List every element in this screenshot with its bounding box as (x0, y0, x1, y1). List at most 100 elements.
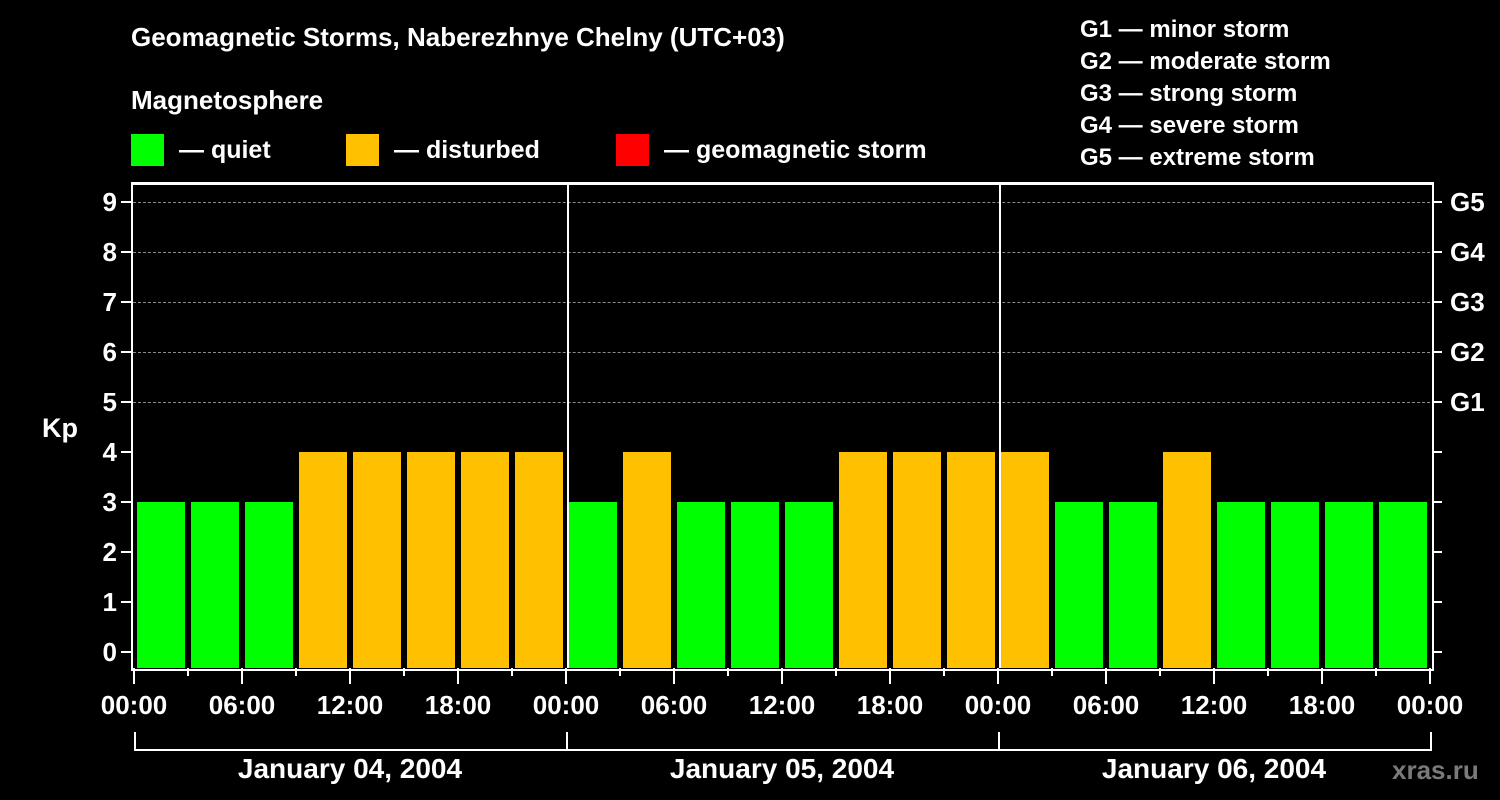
y-tick (121, 501, 131, 503)
y-tick-label: 6 (102, 337, 117, 367)
day-label: January 06, 2004 (1101, 753, 1327, 784)
y-tick-label: 8 (102, 237, 117, 267)
x-tick (133, 668, 135, 684)
x-tick-label: 18:00 (424, 690, 492, 720)
x-tick (781, 668, 783, 684)
g-scale-legend: G1 — minor storm G2 — moderate storm G3 … (1080, 14, 1331, 174)
x-tick (835, 668, 837, 676)
x-tick (403, 668, 405, 676)
right-tick (1433, 451, 1442, 453)
right-tick (1433, 351, 1442, 353)
day-divider (567, 182, 569, 668)
x-tick (727, 668, 729, 676)
x-tick-label: 18:00 (1288, 690, 1356, 720)
g-scale-item: G4 — severe storm (1080, 112, 1299, 139)
legend-disturbed: — disturbed (346, 133, 540, 167)
x-tick (619, 668, 621, 676)
g-scale-tick-label: G2 (1450, 337, 1485, 367)
kp-bar (191, 502, 239, 668)
y-axis-label: Kp (42, 413, 78, 443)
kp-bar (1109, 502, 1157, 668)
x-tick-label: 00:00 (1396, 690, 1464, 720)
x-tick (1375, 668, 1377, 676)
kp-bar (407, 452, 455, 668)
x-tick (1105, 668, 1107, 684)
y-tick-label: 5 (102, 387, 117, 417)
kp-bar (1001, 452, 1049, 668)
g-scale-tick-label: G4 (1450, 237, 1485, 267)
y-tick-label: 1 (102, 587, 117, 617)
g-scale-tick-label: G5 (1450, 187, 1485, 217)
kp-bar (623, 452, 671, 668)
day-bracket (566, 732, 1000, 751)
x-tick (943, 668, 945, 676)
legend-storm: — geomagnetic storm (616, 133, 927, 167)
x-tick-label: 06:00 (208, 690, 276, 720)
y-tick (121, 301, 131, 303)
right-tick (1433, 301, 1442, 303)
right-tick (1433, 401, 1442, 403)
x-tick-label: 12:00 (748, 690, 816, 720)
kp-bar (1055, 502, 1103, 668)
grid-line (133, 352, 1430, 353)
day-bracket-end (1430, 732, 1432, 751)
y-tick (121, 251, 131, 253)
kp-bar (137, 502, 185, 668)
y-tick (121, 201, 131, 203)
grid-line (133, 252, 1430, 253)
kp-bar (299, 452, 347, 668)
x-tick (673, 668, 675, 684)
right-tick (1433, 501, 1442, 503)
y-tick-label: 9 (102, 187, 117, 217)
x-tick (889, 668, 891, 684)
kp-bar (245, 502, 293, 668)
x-tick (295, 668, 297, 676)
legend-swatch-quiet (131, 134, 164, 166)
kp-bar (1217, 502, 1265, 668)
g-scale-tick-label: G1 (1450, 387, 1485, 417)
y-tick (121, 351, 131, 353)
legend-swatch-storm (616, 134, 649, 166)
x-tick (1159, 668, 1161, 676)
y-tick-label: 3 (102, 487, 117, 517)
kp-bar (1379, 502, 1427, 668)
x-tick (457, 668, 459, 684)
y-tick-label: 0 (102, 637, 117, 667)
g-scale-item: G2 — moderate storm (1080, 48, 1331, 75)
kp-bar (461, 452, 509, 668)
kp-bar (1325, 502, 1373, 668)
y-tick (121, 651, 131, 653)
g-scale-tick-label: G3 (1450, 287, 1485, 317)
x-tick (511, 668, 513, 676)
kp-bar (569, 502, 617, 668)
x-tick-label: 00:00 (964, 690, 1032, 720)
x-tick (1051, 668, 1053, 676)
y-tick (121, 601, 131, 603)
x-tick (187, 668, 189, 676)
x-tick-label: 12:00 (1180, 690, 1248, 720)
y-tick-label: 7 (102, 287, 117, 317)
right-tick (1433, 651, 1442, 653)
kp-bar (1163, 452, 1211, 668)
legend-swatch-disturbed (346, 134, 379, 166)
x-tick (241, 668, 243, 684)
kp-bar (515, 452, 563, 668)
kp-bar (1271, 502, 1319, 668)
right-tick (1433, 601, 1442, 603)
y-tick (121, 551, 131, 553)
chart-title: Geomagnetic Storms, Naberezhnye Chelny (… (131, 22, 785, 52)
x-tick-label: 00:00 (532, 690, 600, 720)
g-scale-item: G1 — minor storm (1080, 16, 1290, 43)
kp-bar (353, 452, 401, 668)
x-tick (1321, 668, 1323, 684)
x-tick (1213, 668, 1215, 684)
legend-label-quiet: — quiet (179, 135, 271, 164)
legend-label-disturbed: — disturbed (394, 135, 540, 164)
day-divider (999, 182, 1001, 668)
x-tick-label: 06:00 (640, 690, 708, 720)
y-tick (121, 401, 131, 403)
kp-bar (785, 502, 833, 668)
x-tick (349, 668, 351, 684)
kp-bar (839, 452, 887, 668)
kp-bar (893, 452, 941, 668)
